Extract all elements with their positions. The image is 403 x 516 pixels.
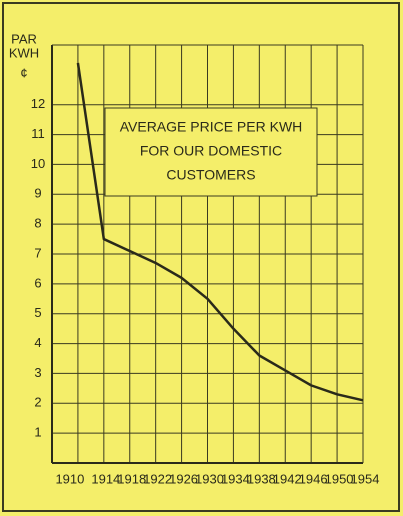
x-tick-label: 1910 <box>55 471 84 486</box>
y-tick-label: 12 <box>31 96 45 111</box>
y-axis-label: PAR <box>11 31 37 46</box>
line <box>76 62 364 402</box>
y-tick-label: 7 <box>34 245 41 260</box>
x-tick-label: 1946 <box>299 471 328 486</box>
y-tick-label: 8 <box>34 216 41 231</box>
x-tick-label: 1934 <box>221 471 250 486</box>
y-tick-label: 10 <box>31 156 45 171</box>
y-tick-label: 3 <box>34 365 41 380</box>
y-tick-label: 5 <box>34 305 41 320</box>
y-tick-label: 1 <box>34 425 41 440</box>
x-tick-label: 1918 <box>117 471 146 486</box>
x-tick-label: 1914 <box>91 471 120 486</box>
y-tick-label: 9 <box>34 186 41 201</box>
x-tick-label: 1950 <box>325 471 354 486</box>
annotation: AVERAGE PRICE PER KWH <box>120 119 303 135</box>
x-tick-label: 1938 <box>247 471 276 486</box>
y-axis-label: KWH <box>9 45 39 60</box>
x-tick-label: 1942 <box>273 471 302 486</box>
y-tick-label: 11 <box>31 126 45 141</box>
x-tick-label: 1954 <box>351 471 380 486</box>
y-tick-label: 6 <box>34 275 41 290</box>
x-tick-label: 1922 <box>143 471 172 486</box>
y-tick-label: 2 <box>34 395 41 410</box>
y-tick-label: 4 <box>34 335 41 350</box>
x-tick-label: 1926 <box>169 471 198 486</box>
frame <box>2 2 400 512</box>
x-tick-label: 1930 <box>195 471 224 486</box>
annotation-box <box>104 107 318 197</box>
annotation: CUSTOMERS <box>166 167 255 183</box>
y-axis-label: ¢ <box>20 65 27 80</box>
annotation: FOR OUR DOMESTIC <box>140 143 282 159</box>
